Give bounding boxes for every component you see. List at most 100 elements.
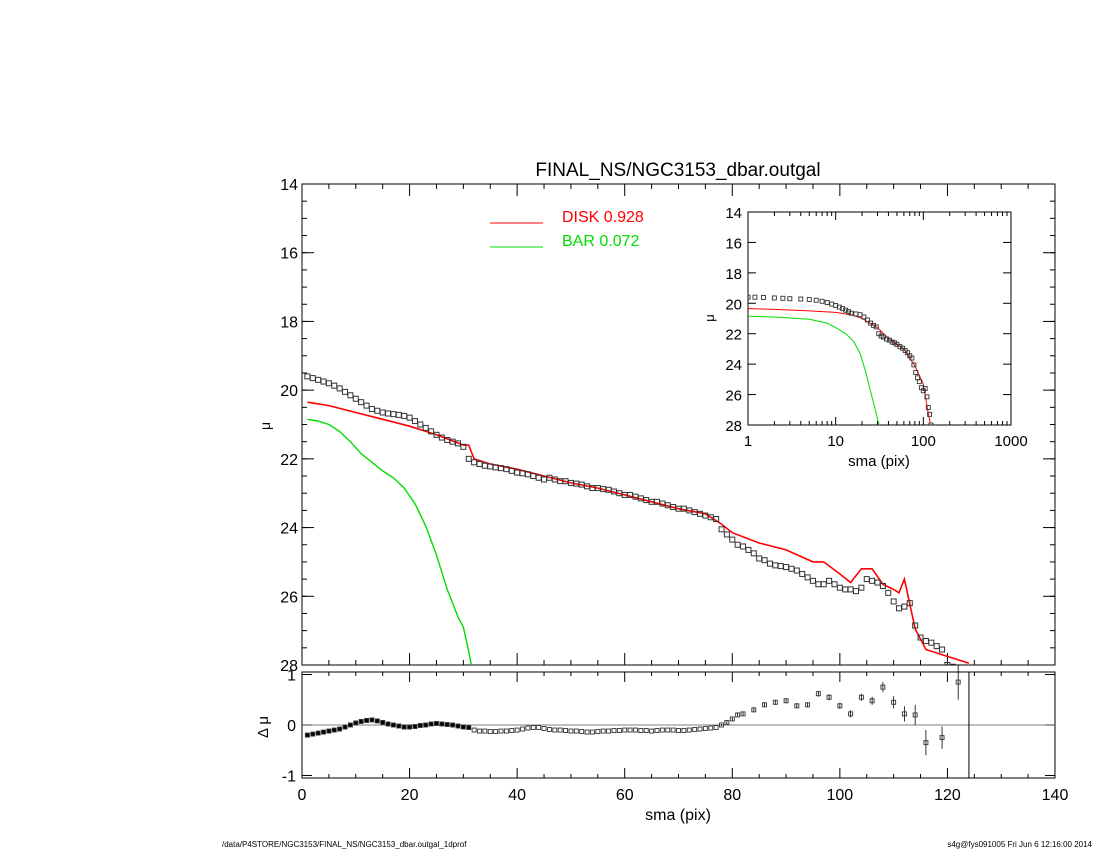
residual-point-marker [546,727,552,732]
data-point-marker [734,541,741,548]
residual-point-marker [466,725,472,730]
inset-bar-line [748,315,880,425]
residual-point-marker [439,721,445,727]
residual-point-marker [514,727,520,733]
data-point-marker [368,406,375,413]
inset-y-tick-label: 26 [725,388,742,405]
residual-point-marker [487,729,493,735]
data-point-marker [912,622,919,629]
data-point-marker [826,577,833,584]
main-y-tick-label: 24 [280,521,298,538]
inset-data-point-marker [824,300,830,305]
inset-data-point-marker [925,405,931,410]
disk-model-line [307,401,970,665]
data-point-marker [476,461,483,468]
data-point-marker [949,663,956,665]
residual-point-marker [589,729,595,735]
residual-point-marker [396,723,402,729]
residual-point-marker [536,725,542,730]
residual-point-marker [563,728,568,734]
inset-data-point-marker [806,297,812,302]
residual-point-marker [670,727,676,733]
data-point-marker [454,440,461,447]
inset-data-point-marker [843,307,849,313]
residual-point-marker [627,727,633,733]
data-point-marker [842,586,849,593]
data-point-marker [417,421,424,428]
data-point-marker [933,643,940,650]
residual-point-marker [869,698,875,704]
data-point-marker [820,581,827,588]
main-y-tick-label: 18 [280,314,298,331]
residual-y-tick-label: 0 [287,718,296,735]
residual-point-marker [579,729,585,735]
residual-point-marker [912,712,918,718]
inset-data-point-marker [909,355,915,361]
data-point-marker [390,411,397,418]
inset-y-tick-label: 22 [725,327,742,344]
residual-point-marker [622,727,628,733]
data-point-marker [761,557,768,564]
main-y-tick-label: 22 [280,452,298,469]
data-point-marker [788,565,795,572]
residual-point-marker [939,735,945,741]
residual-point-marker [665,727,671,733]
residual-point-marker [455,723,461,729]
legend-label: BAR 0.072 [562,233,639,250]
data-point-marker [756,555,763,562]
inset-data-point-marker [884,336,889,342]
residual-point-marker [530,725,536,730]
data-point-marker [944,662,951,665]
residual-point-marker [369,717,375,723]
residual-point-marker [595,729,601,735]
inset-y-tick-label: 18 [725,266,742,283]
residual-point-marker [643,728,649,734]
profile-panel: 14 16 18 20 22 24 26 28 μ DISK 0.928 BAR 0.072 [257,177,1056,675]
residual-point-marker [686,727,692,733]
inset-data-point-marker [771,295,777,301]
residual-x-tick-label: 20 [401,787,419,804]
residual-point-marker [606,728,612,734]
residual-y-tick-label: 1 [287,668,296,685]
footer-timestamp: s4g@fys091005 Fri Jun 6 12:16:00 2014 [947,840,1092,849]
data-point-marker [374,407,381,414]
data-point-marker [422,424,429,431]
residual-point-marker [654,728,660,734]
inset-data-point-marker [748,294,751,300]
residual-point-marker [326,728,332,734]
inset-data-point-marker [787,296,793,302]
residual-point-marker [493,729,499,735]
data-point-marker [745,546,752,553]
bar-model-line [307,418,473,665]
data-point-marker [465,455,472,462]
data-point-marker [901,603,908,610]
data-point-marker [535,474,542,481]
residual-x-tick-label: 40 [508,787,526,804]
residual-point-marker [880,684,886,690]
data-point-marker [718,526,725,533]
data-point-marker [304,373,311,380]
residual-point-marker [735,712,741,718]
residual-point-marker [321,729,326,735]
residual-point-marker [541,726,547,731]
data-point-marker [896,605,903,612]
residual-point-marker [649,728,655,734]
residual-point-marker [740,711,746,717]
residual-x-tick-label: 100 [827,787,854,804]
data-point-marker [342,388,349,395]
residual-point-marker [659,727,665,733]
residual-point-marker [702,726,708,731]
residual-y-tick-label: -1 [282,768,296,785]
residual-point-marker [407,724,413,730]
inset-data-point-marker [897,344,903,350]
residual-point-marker [772,699,778,705]
data-point-marker [325,380,332,387]
residual-point-marker [450,722,456,728]
residual-point-marker [380,720,386,725]
residual-point-marker [342,724,348,730]
inset-data-point-marker [752,294,758,300]
data-point-marker [481,462,488,469]
residual-point-marker [412,724,418,729]
